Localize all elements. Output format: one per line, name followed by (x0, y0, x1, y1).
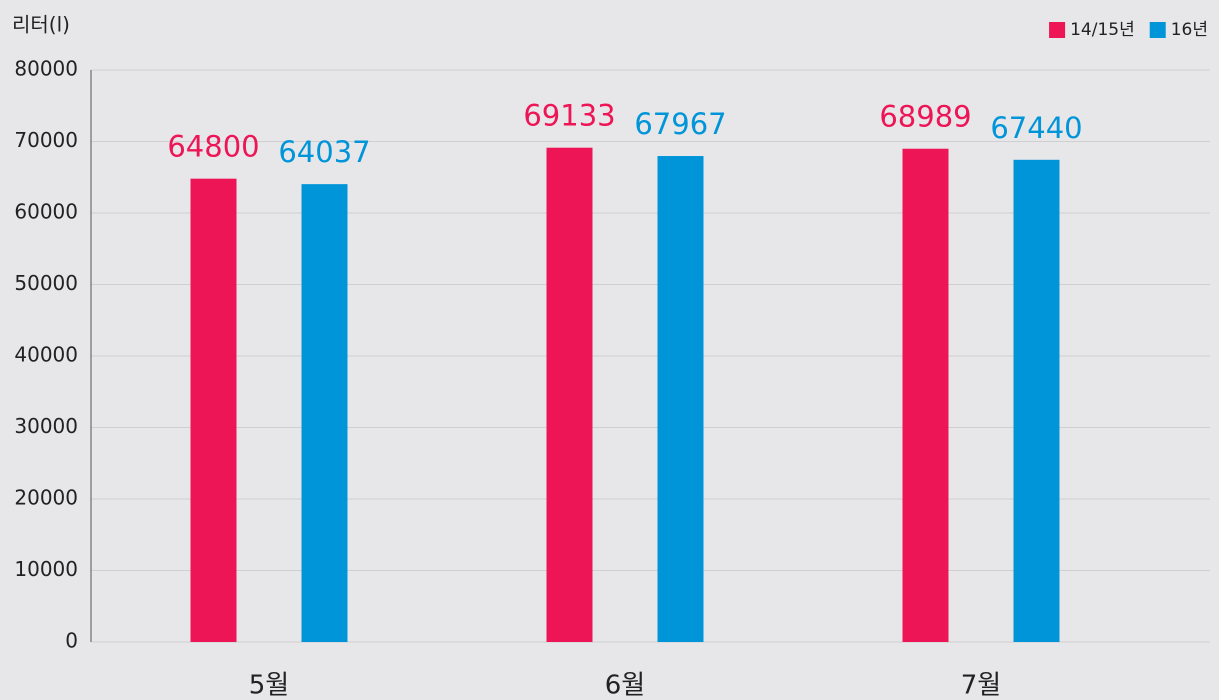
legend-label: 16년 (1171, 20, 1208, 40)
y-tick-label: 80000 (14, 57, 78, 81)
value-label: 69133 (523, 99, 615, 133)
y-tick-label: 50000 (14, 271, 78, 295)
bar (657, 156, 704, 642)
y-tick-label: 60000 (14, 200, 78, 224)
x-tick-label: 7월 (961, 671, 1001, 700)
value-label: 64037 (278, 135, 370, 169)
y-tick-label: 20000 (14, 486, 78, 510)
bar (301, 184, 348, 643)
y-tick-label: 30000 (14, 414, 78, 438)
value-label: 68989 (879, 100, 971, 134)
legend-label: 14/15년 (1070, 20, 1135, 40)
y-tick-label: 0 (65, 629, 78, 653)
value-label: 67440 (990, 111, 1082, 145)
bar (1013, 159, 1060, 642)
bar (190, 178, 237, 642)
bar (902, 148, 949, 643)
y-tick-label: 40000 (14, 343, 78, 367)
x-tick-label: 5월 (249, 671, 289, 700)
y-axis-label: 리터(l) (12, 13, 70, 37)
bar (546, 147, 593, 643)
y-tick-label: 70000 (14, 128, 78, 152)
value-label: 64800 (167, 130, 259, 164)
legend-swatch (1049, 22, 1066, 38)
y-tick-label: 10000 (14, 557, 78, 581)
x-tick-label: 6월 (605, 671, 645, 700)
value-label: 67967 (634, 107, 726, 141)
legend-swatch (1149, 22, 1166, 38)
